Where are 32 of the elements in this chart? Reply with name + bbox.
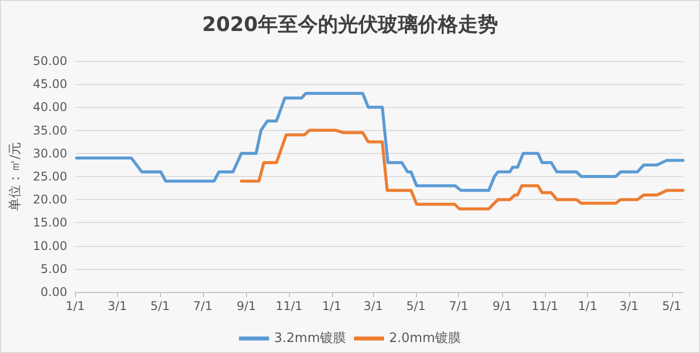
x-tick-label: 1/1 xyxy=(578,299,598,313)
y-tick-label: 30.00 xyxy=(32,146,68,160)
x-tick-label: 1/1 xyxy=(66,299,85,313)
legend-label: 3.2mm镀膜 xyxy=(274,331,346,346)
y-tick-label: 20.00 xyxy=(32,192,68,207)
x-tick-label: 3/1 xyxy=(364,299,383,313)
y-axis-title: 单位：㎡/元 xyxy=(8,142,23,212)
y-tick-label: 40.00 xyxy=(32,100,68,114)
y-tick-label: 35.00 xyxy=(32,123,68,138)
chart-title: 2020年至今的光伏玻璃价格走势 xyxy=(202,12,498,36)
y-tick-label: 0.00 xyxy=(40,285,68,299)
x-tick-label: 5/1 xyxy=(406,299,426,313)
x-tick-label: 11/1 xyxy=(276,299,303,313)
x-tick-label: 1/1 xyxy=(322,299,342,313)
y-tick-label: 15.00 xyxy=(32,216,68,230)
x-tick-label: 7/1 xyxy=(449,299,468,313)
y-tick-label: 25.00 xyxy=(32,170,68,184)
x-tick-label: 3/1 xyxy=(619,299,639,313)
x-tick-label: 9/1 xyxy=(492,299,512,313)
y-tick-label: 50.00 xyxy=(32,54,68,68)
x-tick-label: 11/1 xyxy=(531,299,558,313)
y-tick-label: 10.00 xyxy=(32,238,68,253)
x-tick-label: 5/1 xyxy=(662,299,682,313)
x-tick-label: 5/1 xyxy=(150,299,170,313)
line-series xyxy=(240,128,684,210)
x-tick-label: 7/1 xyxy=(193,299,212,313)
x-tick-label: 9/1 xyxy=(236,299,256,313)
x-tick-label: 3/1 xyxy=(108,299,127,313)
line-series xyxy=(75,92,684,192)
legend-label: 2.0mm镀膜 xyxy=(389,331,462,346)
y-tick-label: 5.00 xyxy=(40,262,68,276)
y-tick-label: 45.00 xyxy=(32,77,68,92)
